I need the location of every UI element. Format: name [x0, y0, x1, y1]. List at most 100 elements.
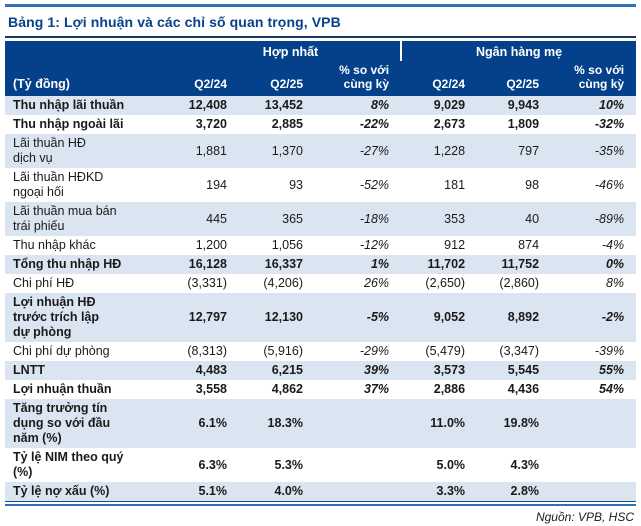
cell-value: 874	[518, 238, 540, 252]
row-label: Thu nhập khác	[13, 238, 96, 252]
table-row: Lợi nhuận thuần 3,558 4,862 37% 2,886 4,…	[5, 380, 636, 399]
cell-value: 11,752	[501, 257, 540, 271]
cell-value: 1,881	[195, 143, 227, 158]
table-row: Thu nhập lãi thuần 12,408 13,452 8% 9,02…	[5, 96, 637, 115]
cell-value: 181	[444, 177, 466, 192]
cell-value: -5%	[366, 310, 390, 324]
cell-value: 4,862	[271, 382, 303, 396]
cell-value: 12,408	[188, 98, 227, 112]
row-label: Lợi nhuận HĐ trước trích lập dự phòng	[13, 295, 100, 339]
cell-value	[551, 399, 636, 448]
cell-value: -89%	[594, 211, 625, 226]
cell-value: 1,228	[433, 143, 466, 158]
page-title: Bảng 1: Lợi nhuận và các chỉ số quan trọ…	[8, 14, 341, 30]
cell-value: 3,558	[195, 382, 227, 396]
cell-value: (3,347)	[499, 344, 540, 358]
row-label: Chi phí dự phòng	[13, 344, 110, 358]
cell-value: 6,215	[271, 363, 303, 377]
cell-value: 55%	[599, 363, 625, 377]
cell-value: 10%	[599, 98, 625, 112]
table-row: Chi phí HĐ (3,331) (4,206) 26% (2,650) (…	[5, 274, 636, 293]
cell-value: (8,313)	[187, 344, 227, 358]
cell-value: 19.8%	[503, 416, 540, 430]
cell-value	[315, 448, 401, 482]
row-label: Tăng trưởng tín dụng so với đầu năm (%)	[13, 401, 111, 445]
cell-value: 1,200	[195, 238, 227, 252]
cell-value: -52%	[359, 177, 390, 192]
cell-value: 3.3%	[436, 484, 466, 498]
cell-value: 2,673	[433, 117, 466, 131]
cell-value: 40	[525, 211, 540, 226]
cell-value: -12%	[359, 238, 390, 252]
cell-value: 1,370	[271, 143, 303, 158]
cell-value	[551, 448, 636, 482]
table-row: Thu nhập ngoài lãi 3,720 2,885 -22% 2,67…	[5, 115, 636, 134]
cell-value: 39%	[364, 363, 390, 377]
cell-value: 9,029	[433, 98, 466, 112]
cell-value: (5,479)	[425, 344, 466, 358]
group-header-parent-bank: Ngân hàng mẹ	[400, 41, 637, 61]
group-header-consolidated: Hợp nhất	[181, 41, 402, 61]
cell-value: 4.0%	[274, 484, 304, 498]
row-label: Chi phí HĐ	[13, 276, 75, 290]
cell-value: 12,130	[264, 310, 303, 324]
cell-value: -18%	[359, 211, 390, 226]
group-header-spacer	[5, 41, 181, 61]
group-header-row: Hợp nhất Ngân hàng mẹ	[5, 41, 637, 61]
cell-value: (3,331)	[187, 276, 227, 290]
cell-value	[315, 482, 401, 501]
cell-value: 8,892	[507, 310, 540, 324]
cell-value: 353	[444, 211, 466, 226]
cell-value: -29%	[359, 344, 390, 358]
row-label: Lợi nhuận thuần	[13, 382, 112, 396]
profit-table: Hợp nhất Ngân hàng mẹ (Tỷ đồng) Q2/24 Q2…	[5, 41, 637, 501]
cell-value: -2%	[601, 310, 625, 324]
cell-value: 11,702	[427, 257, 466, 271]
row-label: Lãi thuần mua bán trái phiếu	[13, 204, 117, 233]
cell-value: -46%	[594, 177, 625, 192]
row-label: Tỷ lệ NIM theo quý (%)	[13, 450, 124, 479]
cell-value: 37%	[364, 382, 390, 396]
cell-value: 5.0%	[436, 457, 466, 472]
table-row: Tỷ lệ NIM theo quý (%) 6.3% 5.3% 5.0% 4.…	[5, 448, 636, 482]
table-row: Chi phí dự phòng (8,313) (5,916) -29% (5…	[5, 342, 636, 361]
row-label: Lãi thuần HĐ dịch vụ	[13, 136, 86, 165]
cell-value: 8%	[605, 276, 625, 290]
cell-value: 5.3%	[274, 457, 304, 472]
cell-value: 3,573	[433, 363, 466, 377]
cell-value: -22%	[359, 117, 390, 131]
cell-value: 2,886	[433, 382, 466, 396]
cell-value: 1,056	[271, 238, 303, 252]
row-label: LNTT	[13, 363, 45, 377]
table-row: Tổng thu nhập HĐ 16,128 16,337 1% 11,702…	[5, 255, 637, 274]
cell-value: 194	[206, 177, 227, 192]
cell-value: 797	[518, 143, 540, 158]
cell-value: 13,452	[264, 98, 303, 112]
cell-value: (4,206)	[263, 276, 303, 290]
cell-value: 912	[444, 238, 466, 252]
table-row: Tăng trưởng tín dụng so với đầu năm (%) …	[5, 399, 637, 448]
table-row: Tỷ lệ nợ xấu (%) 5.1% 4.0% 3.3% 2.8%	[5, 482, 637, 501]
cell-value: -39%	[594, 344, 625, 358]
cell-value: 16,337	[264, 257, 303, 271]
cell-value: -27%	[359, 143, 390, 158]
table-row: Lãi thuần mua bán trái phiếu 445 365 -18…	[5, 202, 637, 236]
title-rule	[5, 36, 636, 38]
cell-value: 54%	[599, 382, 625, 396]
cell-value: 6.3%	[198, 457, 228, 472]
col-header-q225-parent: Q2/25	[477, 61, 552, 96]
unit-label-header: (Tỷ đồng)	[5, 61, 181, 96]
table-row: Lợi nhuận HĐ trước trích lập dự phòng 12…	[5, 293, 637, 342]
source-note: Nguồn: VPB, HSC	[535, 510, 634, 524]
table-row: Thu nhập khác 1,200 1,056 -12% 912 874 -…	[5, 236, 636, 255]
row-label: Tổng thu nhập HĐ	[13, 257, 122, 271]
cell-value: 4,483	[195, 363, 227, 377]
table-row: Lãi thuần HĐKD ngoại hối 194 93 -52% 181…	[5, 168, 636, 202]
row-label: Tỷ lệ nợ xấu (%)	[13, 484, 110, 498]
cell-value: 1%	[370, 257, 390, 271]
cell-value: -32%	[594, 117, 625, 131]
cell-value: (2,650)	[425, 276, 466, 290]
cell-value: (5,916)	[263, 344, 303, 358]
cell-value	[315, 399, 401, 448]
